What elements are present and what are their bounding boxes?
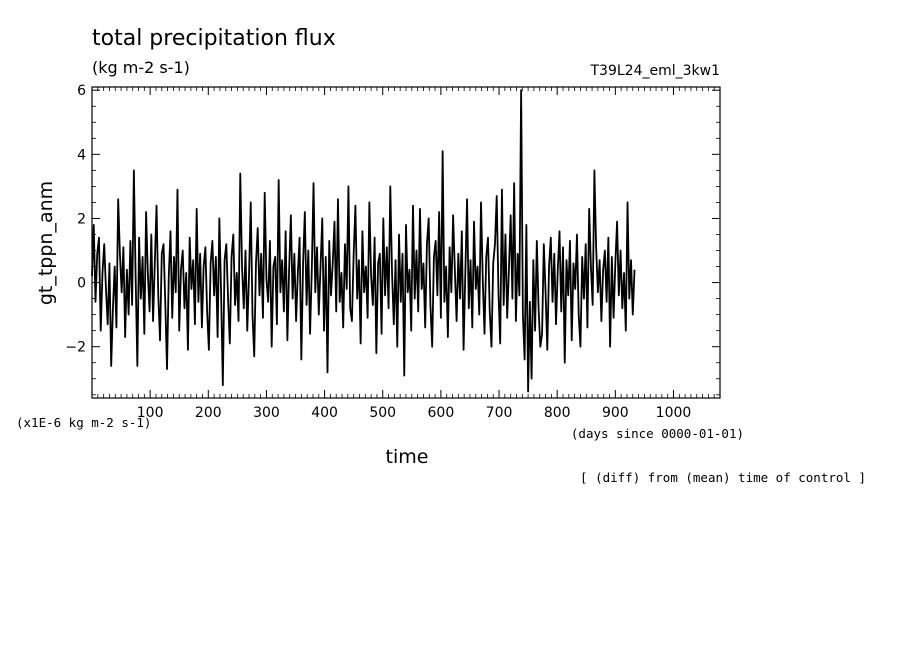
y-axis-label: gt_tppn_anm xyxy=(35,181,57,305)
series-layer xyxy=(91,89,636,393)
y-tick-label: 0 xyxy=(77,276,86,292)
x-tick-label: 800 xyxy=(544,405,571,421)
chart-title: total precipitation flux xyxy=(92,26,336,51)
x-tick-label: 700 xyxy=(486,405,513,421)
x-axis-label: time xyxy=(386,446,429,468)
x-tick-label: 1000 xyxy=(656,405,692,421)
x-tick-label: 500 xyxy=(369,405,396,421)
y-tick-label: −2 xyxy=(65,340,86,356)
x-tick-label: 200 xyxy=(195,405,222,421)
y-tick-label: 4 xyxy=(77,147,86,163)
x-unit-note: (days since 0000-01-01) xyxy=(571,426,744,441)
x-axis: 100 200 300 400 500 600 700 800 900 1000 xyxy=(97,87,715,421)
y-tick-label: 6 xyxy=(77,83,86,99)
series-line-0 xyxy=(91,89,636,393)
y-tick-label: 2 xyxy=(77,211,86,227)
footnote: [ (diff) from (mean) time of control ] xyxy=(580,470,866,485)
x-tick-label: 900 xyxy=(602,405,629,421)
chart-subtitle: (kg m-2 s-1) xyxy=(92,58,190,77)
y-unit-note: (x1E-6 kg m-2 s-1) xyxy=(16,415,151,430)
x-tick-label: 100 xyxy=(137,405,164,421)
x-tick-label: 600 xyxy=(428,405,455,421)
y-axis: −2 0 2 4 6 xyxy=(65,83,720,396)
x-tick-label: 300 xyxy=(253,405,280,421)
x-tick-label: 400 xyxy=(311,405,338,421)
run-label: T39L24_eml_3kw1 xyxy=(590,63,721,79)
